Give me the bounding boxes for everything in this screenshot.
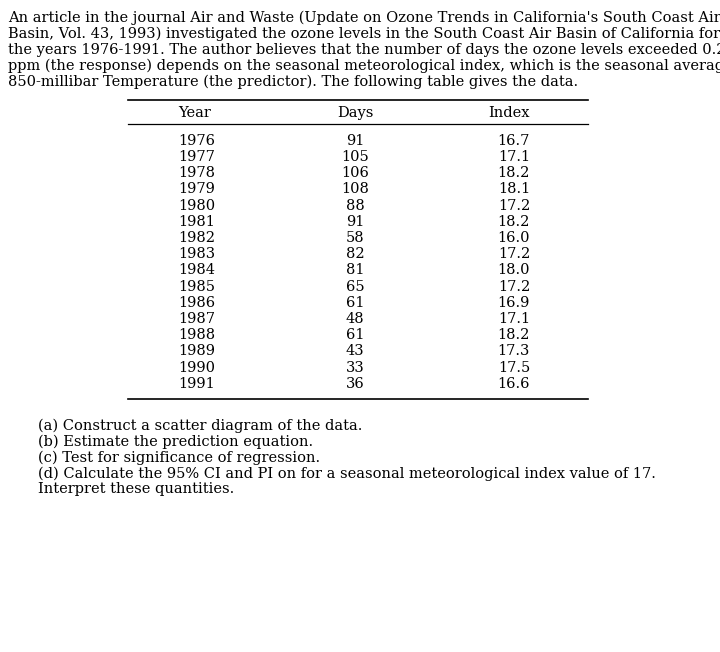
Text: Days: Days (337, 106, 373, 120)
Text: Index: Index (488, 106, 530, 120)
Text: 65: 65 (346, 280, 364, 293)
Text: 33: 33 (346, 361, 364, 375)
Text: 61: 61 (346, 328, 364, 342)
Text: 1981: 1981 (178, 215, 215, 229)
Text: (b) Estimate the prediction equation.: (b) Estimate the prediction equation. (38, 435, 313, 449)
Text: 18.2: 18.2 (498, 328, 530, 342)
Text: 17.2: 17.2 (498, 247, 530, 261)
Text: 1989: 1989 (178, 344, 215, 359)
Text: 1991: 1991 (178, 377, 215, 391)
Text: 16.0: 16.0 (498, 231, 530, 245)
Text: (a) Construct a scatter diagram of the data.: (a) Construct a scatter diagram of the d… (38, 419, 362, 434)
Text: 850-millibar Temperature (the predictor). The following table gives the data.: 850-millibar Temperature (the predictor)… (8, 74, 578, 89)
Text: 36: 36 (346, 377, 364, 391)
Text: 91: 91 (346, 134, 364, 148)
Text: (c) Test for significance of regression.: (c) Test for significance of regression. (38, 451, 320, 465)
Text: 108: 108 (341, 183, 369, 196)
Text: 17.5: 17.5 (498, 361, 530, 375)
Text: 1976: 1976 (178, 134, 215, 148)
Text: 58: 58 (346, 231, 364, 245)
Text: 1988: 1988 (178, 328, 215, 342)
Text: 17.3: 17.3 (498, 344, 530, 359)
Text: (d) Calculate the 95% CI and PI on for a seasonal meteorological index value of : (d) Calculate the 95% CI and PI on for a… (38, 466, 656, 481)
Text: 1982: 1982 (178, 231, 215, 245)
Text: 16.9: 16.9 (498, 296, 530, 310)
Text: 1977: 1977 (178, 150, 215, 164)
Text: 105: 105 (341, 150, 369, 164)
Text: 17.1: 17.1 (498, 150, 530, 164)
Text: 61: 61 (346, 296, 364, 310)
Text: Basin, Vol. 43, 1993) investigated the ozone levels in the South Coast Air Basin: Basin, Vol. 43, 1993) investigated the o… (8, 27, 720, 41)
Text: 48: 48 (346, 312, 364, 326)
Text: 43: 43 (346, 344, 364, 359)
Text: 82: 82 (346, 247, 364, 261)
Text: 1984: 1984 (178, 263, 215, 277)
Text: 1978: 1978 (178, 166, 215, 180)
Text: 1990: 1990 (178, 361, 215, 375)
Text: 17.2: 17.2 (498, 199, 530, 213)
Text: 1987: 1987 (178, 312, 215, 326)
Text: 91: 91 (346, 215, 364, 229)
Text: 16.7: 16.7 (498, 134, 530, 148)
Text: 1980: 1980 (178, 199, 215, 213)
Text: 81: 81 (346, 263, 364, 277)
Text: 1986: 1986 (178, 296, 215, 310)
Text: 1983: 1983 (178, 247, 215, 261)
Text: Year: Year (178, 106, 211, 120)
Text: ppm (the response) depends on the seasonal meteorological index, which is the se: ppm (the response) depends on the season… (8, 59, 720, 73)
Text: 18.2: 18.2 (498, 166, 530, 180)
Text: 18.2: 18.2 (498, 215, 530, 229)
Text: An article in the journal Air and Waste (Update on Ozone Trends in California's : An article in the journal Air and Waste … (8, 11, 720, 25)
Text: 16.6: 16.6 (498, 377, 530, 391)
Text: 17.1: 17.1 (498, 312, 530, 326)
Text: 106: 106 (341, 166, 369, 180)
Text: 88: 88 (346, 199, 364, 213)
Text: the years 1976-1991. The author believes that the number of days the ozone level: the years 1976-1991. The author believes… (8, 42, 720, 57)
Text: 18.0: 18.0 (498, 263, 530, 277)
Text: 1985: 1985 (178, 280, 215, 293)
Text: 18.1: 18.1 (498, 183, 530, 196)
Text: Interpret these quantities.: Interpret these quantities. (38, 482, 234, 496)
Text: 1979: 1979 (178, 183, 215, 196)
Text: 17.2: 17.2 (498, 280, 530, 293)
